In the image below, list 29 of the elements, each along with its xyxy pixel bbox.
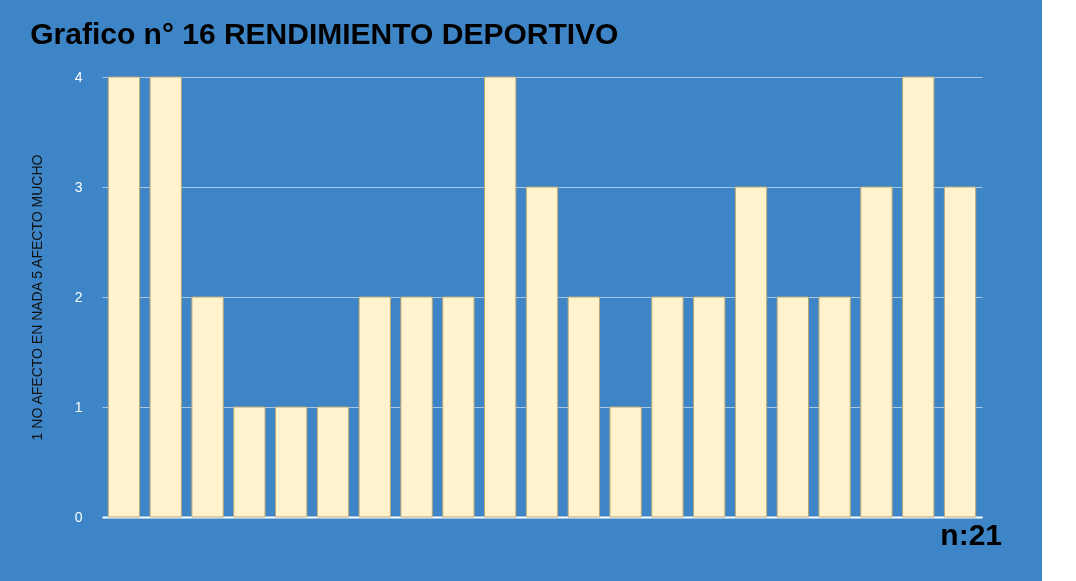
y-tick-label: 3: [74, 178, 83, 195]
bar: [860, 186, 893, 518]
bar: [149, 76, 182, 518]
y-tick-label: 1: [74, 398, 83, 415]
y-tick-label: 0: [74, 508, 83, 525]
bar: [400, 296, 433, 518]
bar: [943, 186, 977, 518]
bar: [107, 76, 141, 518]
bar: [484, 76, 517, 518]
bar: [902, 76, 935, 518]
y-tick-label: 2: [74, 288, 83, 305]
bar: [274, 406, 308, 518]
bar: [191, 296, 224, 518]
bar: [316, 406, 350, 518]
bar: [734, 186, 768, 518]
y-tick-label: 4: [74, 68, 83, 85]
y-axis-title: 1 NO AFECTO EN NADA 5 AFECTO MUCHO: [28, 154, 45, 441]
bar: [818, 296, 851, 518]
chart-title: Grafico n° 16 RENDIMIENTO DEPORTIVO: [30, 17, 619, 50]
bar: [651, 296, 684, 518]
bar: [693, 296, 726, 518]
text: n:21: [940, 518, 1002, 551]
bar: [442, 296, 475, 518]
bar: [233, 406, 266, 518]
bar: [776, 296, 810, 518]
bar: [358, 296, 391, 518]
bar: [525, 186, 559, 518]
bar: [609, 406, 642, 518]
bar: [567, 296, 600, 518]
